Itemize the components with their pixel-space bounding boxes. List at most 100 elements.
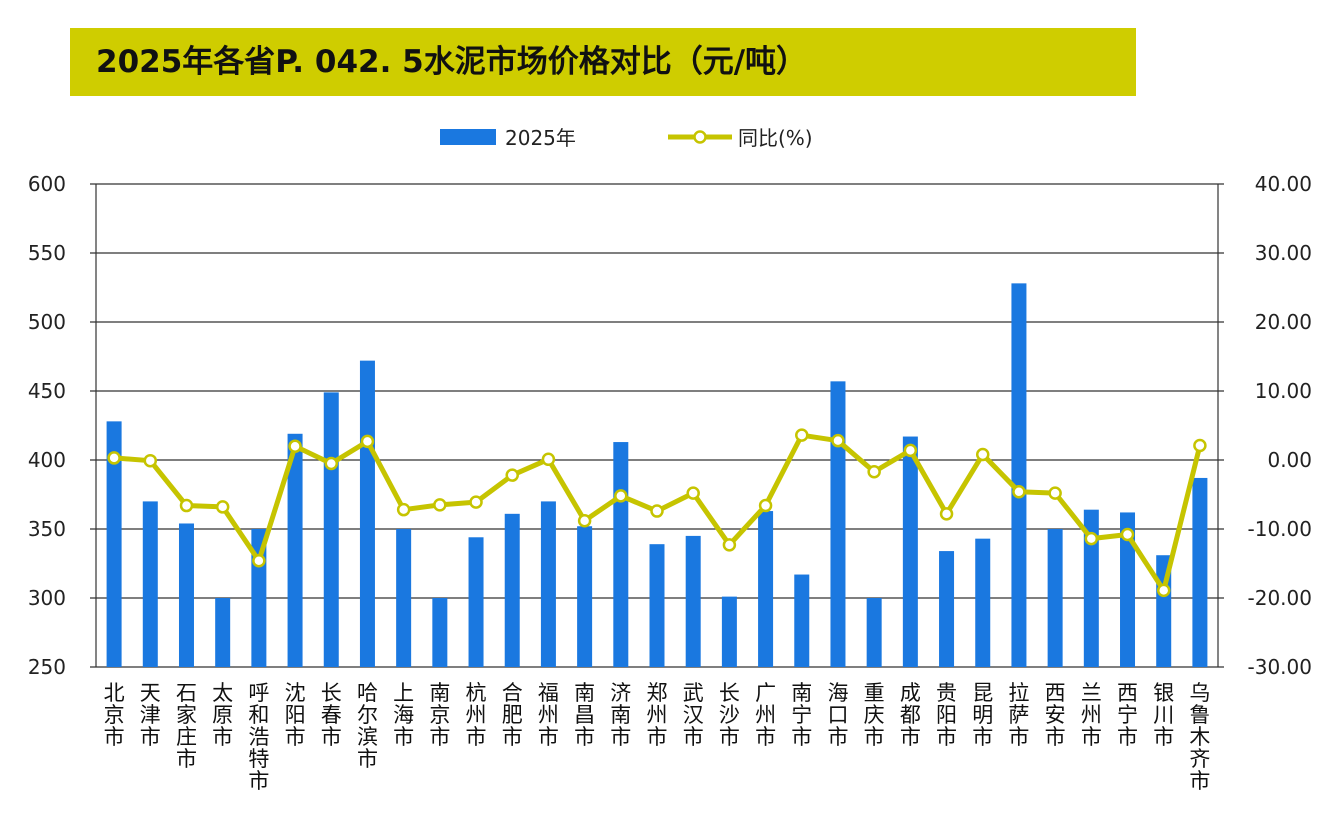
bar (468, 537, 484, 667)
yoy-point (650, 504, 664, 518)
bar (215, 598, 231, 667)
bar (359, 360, 375, 667)
x-category-label: 乌鲁木齐市 (1189, 681, 1210, 793)
yoy-point (215, 500, 230, 514)
yoy-point (577, 513, 592, 528)
bar (142, 501, 158, 667)
yoy-point (179, 498, 194, 513)
yoy-point (1156, 583, 1171, 598)
x-category-label: 拉萨市 (1008, 681, 1029, 749)
x-category-label: 石家庄市 (176, 681, 197, 771)
y-right-tick-label: 20.00 (1255, 310, 1312, 334)
x-category-label: 太原市 (212, 681, 233, 749)
yoy-point (360, 434, 375, 449)
yoy-point (505, 468, 519, 482)
x-category-label: 成都市 (900, 681, 921, 749)
yoy-point (324, 456, 339, 471)
bar (432, 598, 448, 667)
bar (178, 523, 194, 667)
yoy-point (795, 428, 809, 442)
yoy-point (433, 498, 447, 512)
bar (1047, 529, 1063, 667)
x-category-label: 重庆市 (864, 681, 885, 749)
left-axis: 600 550 500 450 400 350 300 250 (28, 172, 97, 679)
bar (323, 392, 339, 667)
legend: 2025年 同比(%) (440, 126, 813, 150)
bar (577, 526, 593, 667)
y-left-tick-label: 500 (28, 310, 66, 334)
bar (902, 436, 918, 667)
y-right-tick-label: 10.00 (1255, 379, 1312, 403)
yoy-point (1012, 484, 1026, 499)
x-category-label: 合肥市 (502, 681, 523, 749)
bar (287, 433, 303, 667)
legend-line-marker (693, 130, 707, 144)
y-left-tick-label: 250 (28, 655, 66, 679)
yoy-point (1084, 531, 1099, 546)
x-category-label: 北京市 (104, 681, 125, 749)
y-right-tick-label: 30.00 (1255, 241, 1312, 265)
x-category-label: 长沙市 (719, 681, 740, 749)
x-category-label: 广州市 (755, 681, 776, 749)
x-category-label: 南昌市 (574, 681, 595, 749)
yoy-point (903, 443, 918, 458)
bar (1192, 477, 1208, 667)
y-right-tick-label: -20.00 (1248, 586, 1312, 610)
x-category-label: 济南市 (610, 681, 631, 749)
right-axis: 40.00 30.00 20.00 10.00 0.00 -10.00 -20.00 -30.… (1217, 172, 1312, 679)
x-category-label: 西安市 (1045, 681, 1066, 749)
yoy-point (939, 507, 954, 521)
yoy-point (469, 495, 483, 509)
y-left-tick-label: 400 (28, 448, 66, 472)
yoy-point (686, 486, 700, 500)
y-left-tick-label: 350 (28, 517, 66, 541)
bar (830, 381, 846, 667)
bar (106, 421, 122, 667)
x-category-label: 银川市 (1153, 681, 1174, 749)
x-category-label: 贵阳市 (936, 681, 957, 749)
bar (721, 596, 737, 667)
legend-bar-label: 2025年 (505, 126, 576, 150)
bar (939, 551, 955, 667)
bar (649, 544, 665, 667)
x-category-label: 呼和浩特市 (248, 681, 269, 793)
yoy-point (975, 447, 990, 462)
legend-line-label: 同比(%) (738, 126, 813, 150)
bar (975, 538, 991, 667)
x-category-label: 南宁市 (791, 681, 812, 749)
x-category-label: 杭州市 (466, 681, 487, 749)
yoy-point (288, 439, 302, 453)
y-right-tick-label: -10.00 (1248, 517, 1312, 541)
yoy-point (1048, 486, 1062, 500)
y-right-tick-label: 40.00 (1255, 172, 1312, 196)
x-category-label: 郑州市 (647, 681, 668, 749)
bar (866, 598, 882, 667)
x-category-label: 哈尔滨市 (357, 681, 378, 771)
bar-series (106, 283, 1208, 667)
y-left-tick-label: 300 (28, 586, 66, 610)
bar (1120, 512, 1136, 667)
yoy-point (831, 433, 845, 448)
yoy-point (541, 452, 556, 467)
bar (1083, 509, 1099, 667)
bar (396, 529, 412, 667)
bar (685, 535, 701, 667)
x-category-label: 昆明市 (972, 681, 993, 749)
x-category-label: 武汉市 (683, 681, 704, 749)
x-category-label: 上海市 (393, 681, 414, 749)
x-category-label: 海口市 (827, 681, 848, 749)
x-category-label: 长春市 (321, 681, 342, 749)
x-category-label: 兰州市 (1081, 681, 1102, 749)
yoy-point (143, 453, 158, 468)
yoy-point (1193, 438, 1207, 453)
yoy-point (614, 489, 628, 503)
x-category-label: 沈阳市 (285, 681, 306, 749)
y-right-tick-label: 0.00 (1267, 448, 1312, 472)
bar (540, 501, 556, 667)
legend-bar-swatch (440, 129, 496, 145)
bar (504, 513, 520, 667)
x-category-label: 福州市 (538, 681, 559, 749)
y-left-tick-label: 550 (28, 241, 66, 265)
chart-title: 2025年各省P. 042. 5水泥市场价格对比（元/吨） (96, 44, 808, 80)
